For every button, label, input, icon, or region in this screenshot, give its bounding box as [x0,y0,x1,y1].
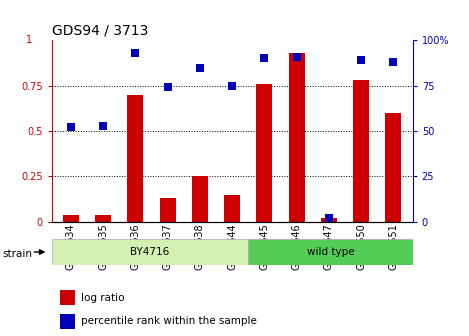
Bar [386,113,401,222]
Bar [63,214,79,222]
Point [99,123,107,128]
Bar [159,198,176,222]
Bar [224,195,240,222]
Point [132,50,139,56]
FancyBboxPatch shape [248,239,413,265]
Point [228,83,236,88]
Bar [353,80,369,222]
Point [325,215,333,221]
Point [293,54,300,59]
Text: strain: strain [2,249,32,259]
Text: wild type: wild type [307,247,354,257]
Bar [60,290,75,305]
Bar [95,214,111,222]
Point [357,57,365,63]
Bar [128,95,144,222]
Bar [288,53,305,222]
Bar [321,218,337,222]
Text: 1: 1 [26,35,32,45]
Text: log ratio: log ratio [82,293,125,303]
Point [164,85,171,90]
Text: BY4716: BY4716 [130,247,170,257]
Point [390,59,397,65]
Text: percentile rank within the sample: percentile rank within the sample [82,317,257,326]
Point [196,65,204,70]
Point [261,56,268,61]
Bar [60,314,75,329]
Text: GDS94 / 3713: GDS94 / 3713 [52,24,148,38]
Bar [257,84,272,222]
Point [67,125,75,130]
FancyBboxPatch shape [52,239,248,265]
Bar [192,176,208,222]
